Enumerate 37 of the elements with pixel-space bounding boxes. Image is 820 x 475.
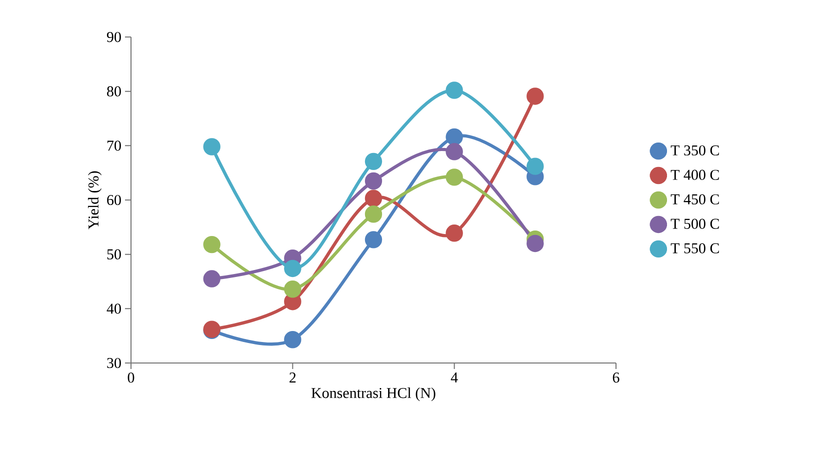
point bbox=[203, 138, 220, 156]
x-tick-label: 6 bbox=[612, 372, 620, 383]
x-axis-title: Konsentrasi HCl (N) bbox=[311, 388, 436, 402]
legend-label: T 450 C bbox=[670, 194, 719, 204]
point bbox=[446, 82, 463, 99]
point bbox=[446, 143, 463, 160]
point bbox=[364, 152, 382, 170]
legend-label: T 550 C bbox=[670, 243, 719, 254]
x-tick-label: 0 bbox=[128, 372, 134, 383]
y-axis-title: Yield (%) bbox=[88, 171, 102, 230]
point bbox=[526, 88, 544, 105]
legend-label: T 400 C bbox=[670, 170, 719, 180]
y-tick-label: 40 bbox=[106, 304, 121, 314]
point bbox=[364, 172, 382, 190]
point bbox=[364, 190, 382, 207]
legend-label: T 500 C bbox=[670, 218, 719, 229]
point bbox=[203, 236, 220, 254]
point bbox=[364, 206, 382, 223]
point bbox=[284, 280, 302, 298]
point bbox=[284, 331, 302, 348]
point bbox=[526, 234, 544, 252]
point bbox=[203, 270, 220, 288]
y-tick-label: 70 bbox=[107, 140, 121, 151]
point bbox=[364, 231, 382, 248]
legend-label: T 350 C bbox=[670, 145, 719, 156]
y-tick-label: 90 bbox=[106, 32, 121, 42]
y-tick-label: 80 bbox=[107, 86, 121, 96]
y-tick-label: 30 bbox=[107, 358, 121, 368]
point bbox=[446, 224, 463, 242]
x-tick-label: 2 bbox=[290, 372, 296, 382]
point bbox=[446, 168, 463, 186]
point bbox=[526, 158, 544, 175]
point bbox=[284, 260, 302, 278]
point bbox=[446, 128, 463, 146]
x-tick-label: 4 bbox=[450, 372, 458, 382]
y-tick-label: 60 bbox=[107, 194, 121, 206]
y-tick-label: 50 bbox=[107, 249, 121, 260]
